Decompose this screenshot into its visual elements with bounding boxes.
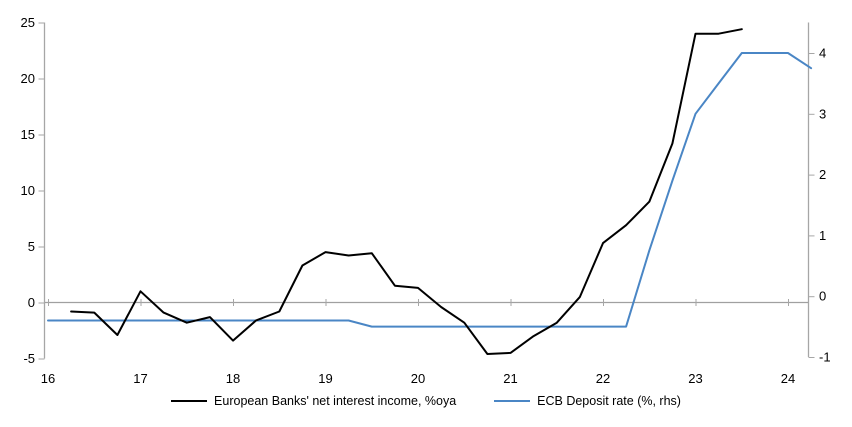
x-axis-tick-label: 16 <box>41 371 55 386</box>
x-axis-tick-label: 19 <box>318 371 332 386</box>
right-axis-tick-label: 1 <box>819 228 826 243</box>
legend-label-ecb-deposit-rate: ECB Deposit rate (%, rhs) <box>537 394 681 408</box>
left-axis-tick-label: -5 <box>23 351 35 366</box>
right-axis-tick-label: -1 <box>819 350 831 365</box>
series-line-ecb-deposit-rate <box>47 52 813 328</box>
left-axis-tick-label: 0 <box>28 295 35 310</box>
right-axis-tick-label: 3 <box>819 106 826 121</box>
legend-label-net-interest-income: European Banks' net interest income, %oy… <box>214 394 457 408</box>
right-axis-tick-label: 4 <box>819 46 826 61</box>
x-axis-tick-label: 22 <box>596 371 610 386</box>
x-axis-tick-label: 17 <box>133 371 147 386</box>
chart-legend: European Banks' net interest income, %oy… <box>0 394 852 408</box>
left-axis-tick-label: 15 <box>21 127 35 142</box>
x-axis-tick-label: 24 <box>781 371 795 386</box>
x-axis-tick-label: 20 <box>411 371 425 386</box>
left-axis-tick-label: 20 <box>21 71 35 86</box>
left-axis-tick-label: 25 <box>21 15 35 30</box>
legend-item-net-interest-income: European Banks' net interest income, %oy… <box>171 394 456 408</box>
legend-line-swatch-black <box>171 400 208 402</box>
right-axis-tick-label: 0 <box>819 289 826 304</box>
left-axis-tick-label: 5 <box>28 239 35 254</box>
legend-item-ecb-deposit-rate: ECB Deposit rate (%, rhs) <box>494 394 681 408</box>
right-axis-tick-label: 2 <box>819 167 826 182</box>
x-axis-tick-label: 18 <box>226 371 240 386</box>
left-axis-tick-label: 10 <box>21 183 35 198</box>
x-axis-tick-label: 23 <box>688 371 702 386</box>
legend-line-swatch-blue <box>494 400 531 402</box>
series-line-net-interest-income <box>70 28 743 355</box>
x-axis-tick-label: 21 <box>503 371 517 386</box>
